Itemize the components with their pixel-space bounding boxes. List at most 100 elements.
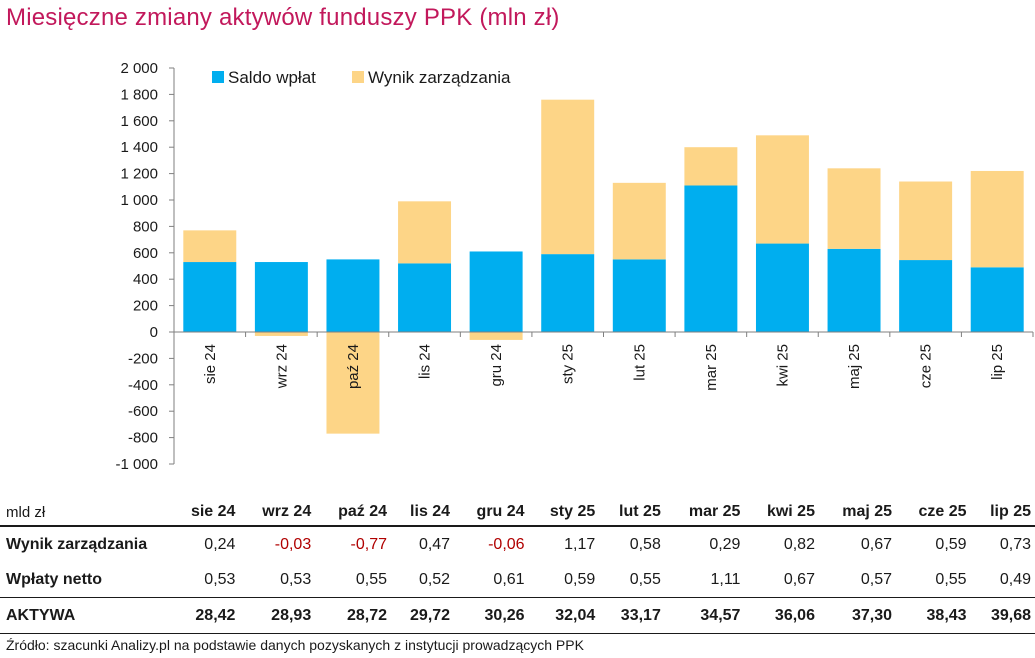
table-column-header: maj 25 <box>842 503 893 520</box>
legend-label-wynik-zarzadzania: Wynik zarządzania <box>368 68 511 87</box>
table-cell: 30,26 <box>484 606 525 624</box>
table-cell: 0,52 <box>418 570 451 588</box>
table-cell: 0,55 <box>629 570 661 588</box>
table-cell: 32,04 <box>555 606 596 624</box>
y-tick-label: 1 800 <box>120 86 158 103</box>
table-cell: 1,11 <box>710 570 741 588</box>
table-cell: -0,77 <box>350 535 387 553</box>
bar-wynik-zarzadzania <box>326 332 380 434</box>
table-row: Wynik zarządzania 0,24 -0,03 -0,77 0,47 -0,06… <box>0 526 1035 562</box>
bar-saldo-wplat <box>469 251 523 332</box>
bar-saldo-wplat <box>254 262 308 332</box>
table-column-header: gru 24 <box>476 503 525 520</box>
y-tick-label: -200 <box>128 350 158 367</box>
table-row: Wpłaty netto 0,53 0,53 0,55 0,52 0,61 0,59 0,55… <box>0 562 1035 598</box>
table-column-header: mar 25 <box>688 503 741 520</box>
y-tick-label: -400 <box>128 377 158 394</box>
y-tick-label: 1 200 <box>120 166 158 183</box>
table-row: AKTYWA 28,42 28,93 28,72 29,72 30,26 32,04 33,1… <box>0 597 1035 634</box>
table-cell: 39,68 <box>990 606 1031 624</box>
y-tick-label: 1 600 <box>120 113 158 130</box>
bar-saldo-wplat <box>326 259 380 332</box>
bar-saldo-wplat <box>183 262 237 332</box>
bar-wynik-zarzadzania <box>541 99 595 255</box>
y-tick-label: 400 <box>133 271 158 288</box>
y-tick-label: 600 <box>133 245 158 262</box>
y-tick-label: -800 <box>128 430 158 447</box>
chart-title: Miesięczne zmiany aktywów funduszy PPK (… <box>6 4 560 31</box>
y-tick-label: 0 <box>150 324 158 341</box>
bar-saldo-wplat <box>755 243 809 332</box>
bar-saldo-wplat <box>970 267 1024 332</box>
table-cell: 0,49 <box>999 570 1031 588</box>
table-column-header: lis 24 <box>410 503 451 520</box>
table-cell: 0,57 <box>860 570 893 588</box>
bar-wynik-zarzadzania <box>183 230 237 263</box>
table-column-header: lut 25 <box>619 503 661 520</box>
bar-wynik-zarzadzania <box>827 168 881 249</box>
bar-wynik-zarzadzania <box>469 332 523 340</box>
bar-wynik-zarzadzania <box>254 332 308 336</box>
table-cell: 36,06 <box>774 606 815 624</box>
bar-saldo-wplat <box>684 185 738 332</box>
x-tick-label: kwi 25 <box>774 344 791 387</box>
table-cell: 0,53 <box>204 570 236 588</box>
y-tick-label: -600 <box>128 403 158 420</box>
legend-label-saldo-wplat: Saldo wpłat <box>228 68 316 87</box>
table-cell: 0,59 <box>564 570 596 588</box>
table-cell: 0,47 <box>418 535 451 553</box>
table-cell: 1,17 <box>564 535 596 553</box>
table-column-header: kwi 25 <box>766 503 815 520</box>
y-tick-label: 200 <box>133 298 158 315</box>
y-tick-label: 1 000 <box>120 192 158 209</box>
bar-wynik-zarzadzania <box>970 170 1024 268</box>
x-tick-label: wrz 24 <box>273 344 290 389</box>
table-cell: 0,55 <box>935 570 967 588</box>
x-tick-label: cze 25 <box>918 344 935 388</box>
bar-wynik-zarzadzania <box>398 201 452 264</box>
table-cell: -0,03 <box>274 535 312 553</box>
table-cell: 0,73 <box>999 535 1031 553</box>
legend-swatch-saldo-wplat <box>212 71 224 83</box>
x-tick-label: sty 25 <box>560 344 577 384</box>
table-cell: 0,82 <box>783 535 815 553</box>
table-unit-label: mld zł <box>6 503 46 521</box>
x-tick-label: mar 25 <box>703 344 720 391</box>
y-tick-label: 800 <box>133 218 158 235</box>
table-cell: 0,59 <box>935 535 967 553</box>
table-cell: 0,24 <box>204 535 236 553</box>
bar-saldo-wplat <box>541 254 595 332</box>
table-row-label: Wpłaty netto <box>6 570 102 588</box>
x-tick-label: paź 24 <box>345 344 362 389</box>
bar-wynik-zarzadzania <box>684 147 738 186</box>
x-tick-label: lis 24 <box>417 344 434 379</box>
x-tick-label: lip 25 <box>989 344 1006 380</box>
table-cell: 28,93 <box>271 606 312 624</box>
table-column-header: paź 24 <box>338 503 387 520</box>
source-note: Źródło: szacunki Analizy.pl na podstawie… <box>6 637 584 653</box>
table-cell: 34,57 <box>700 606 741 624</box>
bar-chart: 2 000 1 800 1 600 1 400 1 200 1 000 800 600 400 2… <box>115 60 1034 473</box>
x-tick-label: lut 25 <box>631 344 648 381</box>
x-tick-label: gru 24 <box>488 344 505 387</box>
table-cell: -0,06 <box>488 535 525 553</box>
table-header-row: mld zł sie 24 wrz 24 paź 24 lis 24 gru 24 sty… <box>0 499 1035 526</box>
table-column-header: cze 25 <box>918 503 967 520</box>
y-tick-label: 2 000 <box>120 60 158 77</box>
bar-saldo-wplat <box>398 263 452 332</box>
bar-saldo-wplat <box>612 259 666 332</box>
table-column-header: sty 25 <box>549 503 596 520</box>
table-cell: 0,53 <box>280 570 312 588</box>
y-tick-label: -1 000 <box>115 456 158 473</box>
table-cell: 38,43 <box>926 606 967 624</box>
table-column-header: wrz 24 <box>262 503 312 520</box>
table-cell: 29,72 <box>410 606 451 624</box>
table-cell: 0,55 <box>355 570 387 588</box>
table-cell: 0,67 <box>860 535 893 553</box>
bar-saldo-wplat <box>827 248 881 332</box>
table-cell: 0,67 <box>783 570 815 588</box>
table-column-header: lip 25 <box>990 503 1031 520</box>
bar-saldo-wplat <box>899 260 953 332</box>
x-tick-label: maj 25 <box>846 344 863 389</box>
table-cell: 33,17 <box>620 606 661 624</box>
